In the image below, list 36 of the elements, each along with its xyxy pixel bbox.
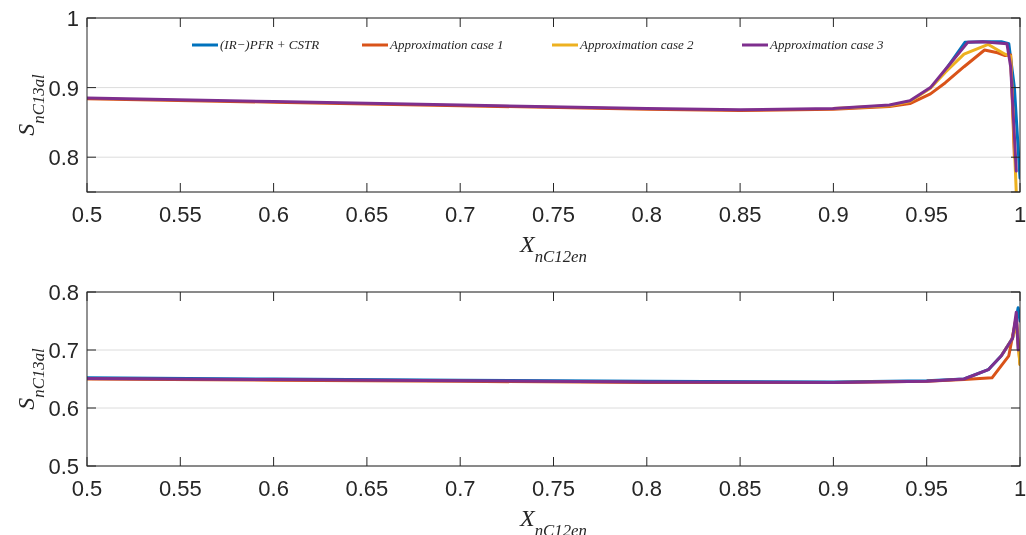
- x-tick-label: 0.7: [444, 476, 476, 501]
- y-tick-label: 1: [66, 6, 79, 31]
- x-tick-label: 0.85: [718, 476, 762, 501]
- x-tick-label: 0.8: [631, 202, 663, 227]
- legend-label: Approximation case 2: [579, 37, 695, 52]
- x-tick-label: 0.9: [818, 202, 849, 227]
- x-tick-label: 0.85: [718, 202, 762, 227]
- x-tick-label: 0.5: [71, 202, 103, 227]
- y-tick-label: 0.8: [48, 280, 79, 305]
- legend-label: Approximation case 1: [389, 37, 504, 52]
- x-tick-label: 0.75: [532, 202, 575, 227]
- y-tick-label: 0.7: [48, 338, 79, 363]
- y-tick-label: 0.5: [48, 454, 79, 479]
- x-tick-label: 1: [1013, 476, 1026, 501]
- x-tick-label: 0.7: [444, 202, 476, 227]
- y-tick-label: 0.8: [48, 145, 79, 171]
- x-tick-label: 0.95: [905, 476, 949, 501]
- x-axis-title: X$_{nC12en}$: [519, 231, 587, 266]
- y-tick-label: 0.9: [48, 75, 79, 101]
- line-series: [87, 40, 1018, 173]
- x-tick-label: 0.65: [345, 476, 389, 501]
- x-axis-title: X$_{nC12en}$: [519, 505, 587, 535]
- x-tick-label: 0.75: [532, 476, 575, 501]
- x-tick-label: 0.65: [345, 202, 389, 227]
- legend-label: Approximation case 3: [769, 37, 885, 52]
- legend-label: (IR−)PFR + CSTR: [220, 37, 320, 52]
- x-tick-label: 0.95: [905, 202, 949, 227]
- x-tick-label: 0.9: [818, 476, 849, 501]
- x-tick-label: 0.8: [631, 476, 663, 501]
- x-tick-label: 1: [1013, 202, 1026, 227]
- x-tick-label: 0.55: [158, 202, 202, 227]
- x-tick-label: 0.6: [258, 202, 289, 227]
- x-tick-label: 0.6: [258, 476, 289, 501]
- y-tick-label: 0.6: [48, 396, 79, 421]
- x-tick-label: 0.55: [158, 476, 202, 501]
- x-tick-label: 0.5: [71, 476, 103, 501]
